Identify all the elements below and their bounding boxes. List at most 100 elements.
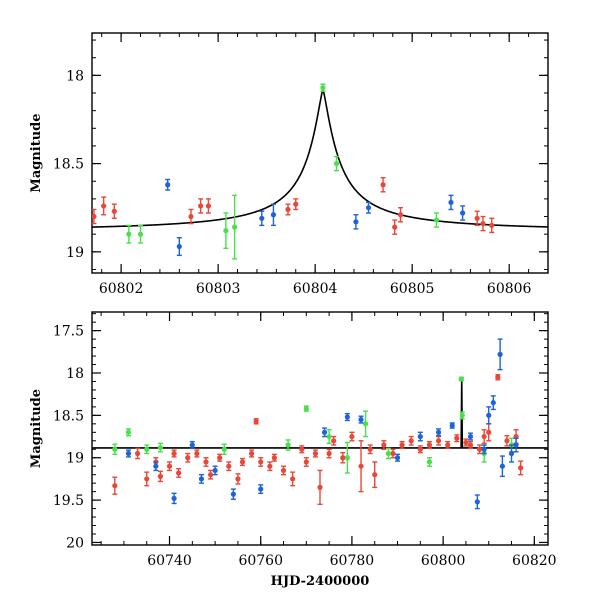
point-marker	[101, 203, 107, 209]
series-green	[126, 83, 440, 260]
point-marker	[486, 429, 492, 435]
data-point	[372, 461, 378, 489]
data-point	[518, 460, 524, 476]
point-marker	[463, 439, 469, 446]
model-curve	[92, 87, 548, 228]
point-marker	[144, 446, 150, 452]
point-marker	[326, 450, 332, 457]
data-point	[207, 469, 214, 480]
data-point	[232, 194, 238, 260]
point-marker	[489, 222, 495, 228]
point-marker	[111, 208, 117, 214]
point-marker	[363, 421, 369, 427]
point-marker	[171, 450, 177, 457]
point-marker	[112, 446, 118, 452]
point-marker	[344, 414, 350, 420]
data-point	[171, 449, 177, 458]
data-point	[363, 410, 369, 438]
point-marker	[340, 455, 346, 461]
point-marker	[367, 446, 373, 452]
data-point	[270, 203, 277, 227]
point-marker	[481, 433, 487, 440]
series-red	[92, 177, 495, 235]
point-marker	[235, 476, 241, 482]
point-marker	[331, 438, 337, 444]
point-marker	[518, 465, 524, 471]
point-marker	[320, 85, 326, 91]
point-marker	[358, 417, 364, 423]
point-marker	[435, 438, 442, 444]
data-point	[285, 203, 291, 216]
data-point	[467, 432, 474, 441]
point-marker	[426, 442, 433, 448]
data-point	[188, 208, 194, 225]
data-point	[426, 440, 433, 450]
data-point	[365, 201, 372, 214]
y-tick-label: 17.5	[53, 324, 84, 340]
data-point	[258, 457, 264, 467]
data-point	[390, 448, 396, 459]
point-marker	[290, 476, 296, 482]
point-marker	[212, 467, 218, 474]
data-point	[499, 455, 505, 478]
data-point	[157, 442, 163, 453]
data-point	[321, 427, 328, 438]
data-point	[340, 451, 346, 464]
point-marker	[390, 450, 396, 457]
y-tick-label: 19	[66, 451, 84, 467]
point-marker	[385, 450, 391, 457]
point-marker	[232, 224, 238, 230]
data-point	[448, 194, 454, 211]
point-marker	[293, 201, 299, 207]
data-point	[477, 444, 483, 455]
point-marker	[217, 455, 223, 461]
point-marker	[258, 486, 264, 492]
point-marker	[280, 467, 287, 474]
plot-frame	[91, 311, 549, 546]
x-tick-label: 60802	[99, 281, 144, 297]
data-point	[312, 449, 319, 458]
point-marker	[448, 199, 454, 206]
data-point	[280, 465, 287, 476]
point-marker	[189, 442, 195, 448]
y-tick-label: 19	[66, 245, 84, 261]
data-point	[460, 205, 466, 221]
data-point	[126, 224, 132, 244]
data-point	[458, 376, 464, 382]
point-marker	[176, 243, 182, 250]
data-point	[253, 418, 259, 425]
data-point	[481, 444, 487, 455]
data-point	[235, 473, 241, 485]
series-green	[112, 376, 515, 474]
data-point	[435, 428, 442, 437]
data-point	[408, 435, 414, 446]
panel-bottom-full: 60740 60760 60780 60800 60820 17.5 18 18.5 19 19.…	[29, 311, 557, 589]
data-point	[194, 449, 200, 458]
data-point	[417, 445, 423, 454]
point-marker	[399, 442, 405, 448]
point-marker	[194, 450, 200, 457]
data-point	[303, 457, 309, 467]
point-marker	[460, 210, 466, 216]
y-tick-label: 18.5	[53, 408, 84, 424]
point-marker	[270, 212, 277, 218]
data-point	[454, 434, 460, 443]
data-point	[271, 453, 277, 462]
data-point	[112, 443, 118, 456]
data-point	[459, 411, 465, 420]
data-point	[92, 208, 97, 225]
point-marker	[176, 470, 182, 476]
data-point	[344, 412, 350, 422]
point-marker	[223, 228, 229, 234]
data-point	[358, 415, 364, 424]
data-point	[331, 435, 337, 446]
data-point	[489, 217, 495, 234]
point-marker	[166, 463, 173, 469]
point-marker	[365, 205, 372, 211]
point-marker	[135, 450, 141, 457]
data-point	[176, 237, 182, 257]
data-point	[157, 470, 163, 483]
x-tick-label: 60805	[390, 281, 435, 297]
point-marker	[226, 463, 232, 469]
point-marker	[392, 224, 398, 230]
